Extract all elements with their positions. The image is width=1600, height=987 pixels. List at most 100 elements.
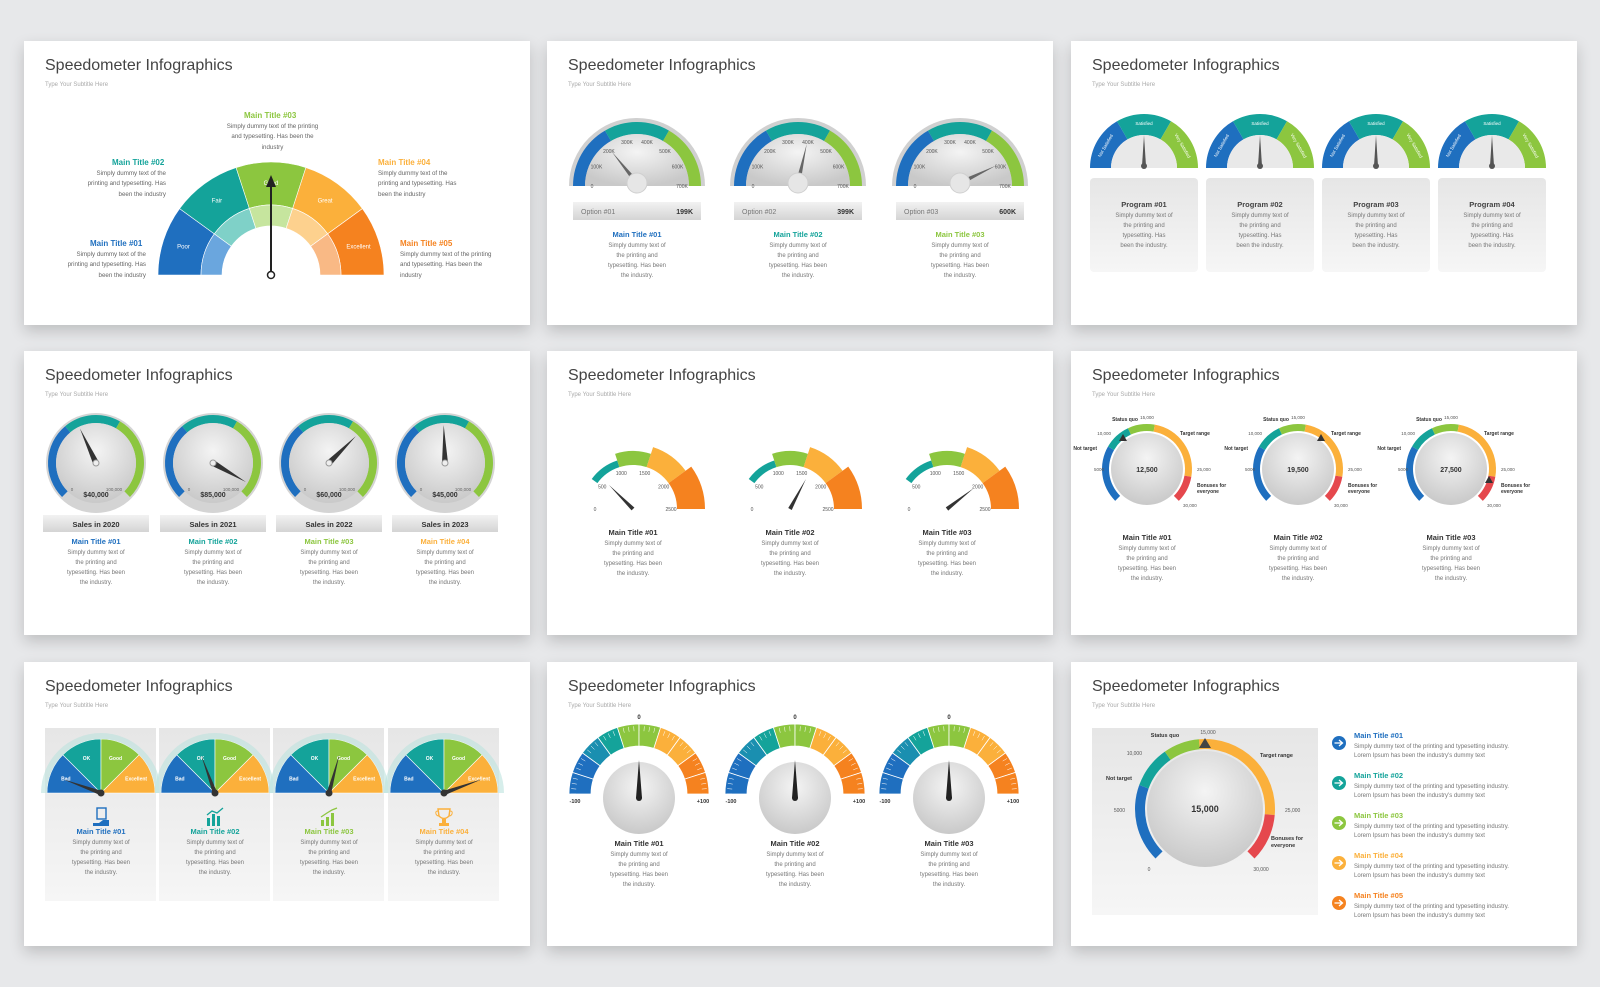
slide-title: Speedometer Infographics [568,678,756,695]
item-desc: Simply dummy text of the printing and ty… [1354,864,1509,870]
slide-2[interactable]: Speedometer Infographics Type Your Subti… [547,41,1053,325]
item-desc: Simply dummy text of the printing and ty… [1354,824,1509,830]
item-desc: Simply dummy text of the printing and type… [67,550,125,586]
gauge-needle [326,436,356,466]
item-desc: Simply dummy text of the printing and type… [184,550,242,586]
gauge-needle [63,779,102,796]
slide-9[interactable]: Speedometer Infographics Type Your Subti… [1071,662,1577,946]
gauge-band [1247,814,1275,859]
tick-mark [612,731,616,736]
needle-hub [325,459,333,467]
zone-label: Bonuses for [1501,483,1530,489]
zone-label: Status quo [1151,733,1180,739]
tick-label: 100,000 [223,487,240,492]
gauge-band [1117,114,1171,140]
item-desc: Simply dummy text of the printing and ty… [1354,904,1509,910]
item-title: Main Title #02 [1354,771,1403,780]
item-desc: Simply dummy text of the printing and ty… [67,251,146,279]
tick-label: 2500 [979,507,990,513]
gauge-band [896,130,934,186]
tick-mark [827,735,831,741]
tick-label: 300K [782,140,794,146]
tick-mark [689,753,695,758]
gauge-band [116,421,144,497]
tick-label: 25,000 [1197,467,1211,472]
gauge-needle [1142,135,1146,166]
tick-label: 2000 [815,485,826,491]
gauge-band [1164,739,1200,760]
tick-label: 1500 [953,471,964,477]
gauge-face [1262,433,1334,505]
band-label: Satisfied [1135,121,1153,126]
year-label: Sales in 2021 [189,520,236,529]
segment-label: Bad [175,776,184,782]
gauge-face [908,134,1012,186]
gauge-band [1412,428,1435,450]
gauge-face [746,134,850,186]
tick-mark [922,731,926,736]
gauge-segment [100,754,156,794]
tick-mark [662,731,666,736]
tick-mark [675,738,680,744]
gauge-band [465,421,493,497]
tick-label: 100K [914,164,926,170]
tick-mark [985,738,990,744]
item-desc: Simply dummy text of the printing and ty… [378,170,457,198]
tick-label: -100 [879,799,890,805]
tick-label: 10,000 [1127,751,1143,757]
gauge-band [1406,446,1425,501]
item-title: Main Title #01 [608,528,657,537]
zone-label: Not target [1073,446,1097,452]
gauge-segment [772,451,808,468]
tick-mark [857,783,863,785]
tick-label: 0 [793,715,797,721]
tick-label: 100K [591,164,603,170]
needle-hub [949,172,971,194]
item-desc: Simply dummy text of the printing and ty… [1354,784,1509,790]
slide-4[interactable]: Speedometer Infographics Type Your Subti… [24,351,530,635]
slide-6[interactable]: Speedometer Infographics Type Your Subti… [1071,351,1577,635]
gauge-band [766,122,830,141]
tick-label: 200K [603,149,615,155]
gauge-outer [155,733,275,793]
tick-label: 500 [598,485,607,491]
slide-7[interactable]: Speedometer Infographics Type Your Subti… [24,662,530,946]
slide-1[interactable]: Speedometer Infographics Type Your Subti… [24,41,530,325]
tick-mark [993,745,998,750]
tick-mark [695,762,700,766]
tick-label: 0 [1148,867,1151,873]
gauge-band [414,415,469,433]
option-gauges: 0 100K 200K 300K 400K 500K 600K 700K Option #01 1… [569,118,1028,279]
item-title: Main Title #03 [924,839,973,848]
gauge-segment [615,451,651,468]
gauge-band [1206,121,1244,168]
tick-mark [587,749,592,754]
gauge-needle [442,425,448,464]
gauge-segment [960,447,1000,484]
needle-hub [211,789,219,797]
gauge-segment [328,754,384,794]
target-marker [1119,434,1127,441]
slide-8[interactable]: Speedometer Infographics Type Your Subti… [547,662,1053,946]
arrow-right-icon [1334,859,1344,867]
gauge-band [298,415,353,433]
gauge-segment [825,466,862,509]
gauge-segment [748,460,777,484]
item-desc: Simply dummy text of the printing and type… [931,243,989,279]
tick-mark [607,733,611,738]
segment-label: Fair [212,199,222,205]
slide-3[interactable]: Speedometer Infographics Type Your Subti… [1071,41,1577,325]
gauge-band [1160,121,1198,168]
slide-5[interactable]: Speedometer Infographics Type Your Subti… [547,351,1053,635]
tick-label: 300K [944,140,956,146]
needle-hub [946,795,952,801]
needle-tip [266,175,276,187]
target-gauges: 12,500 5000 10,000 15,000 25,000 30,000 Not ta… [1073,415,1530,582]
item-desc: Simply dummy text of the printing and ty… [87,170,166,198]
gauge-needle [788,478,806,510]
segment-label: Excellent [125,776,147,782]
gauge-needle [211,460,246,482]
gauge-needle [636,760,642,798]
item-title: Main Title #02 [112,158,165,167]
